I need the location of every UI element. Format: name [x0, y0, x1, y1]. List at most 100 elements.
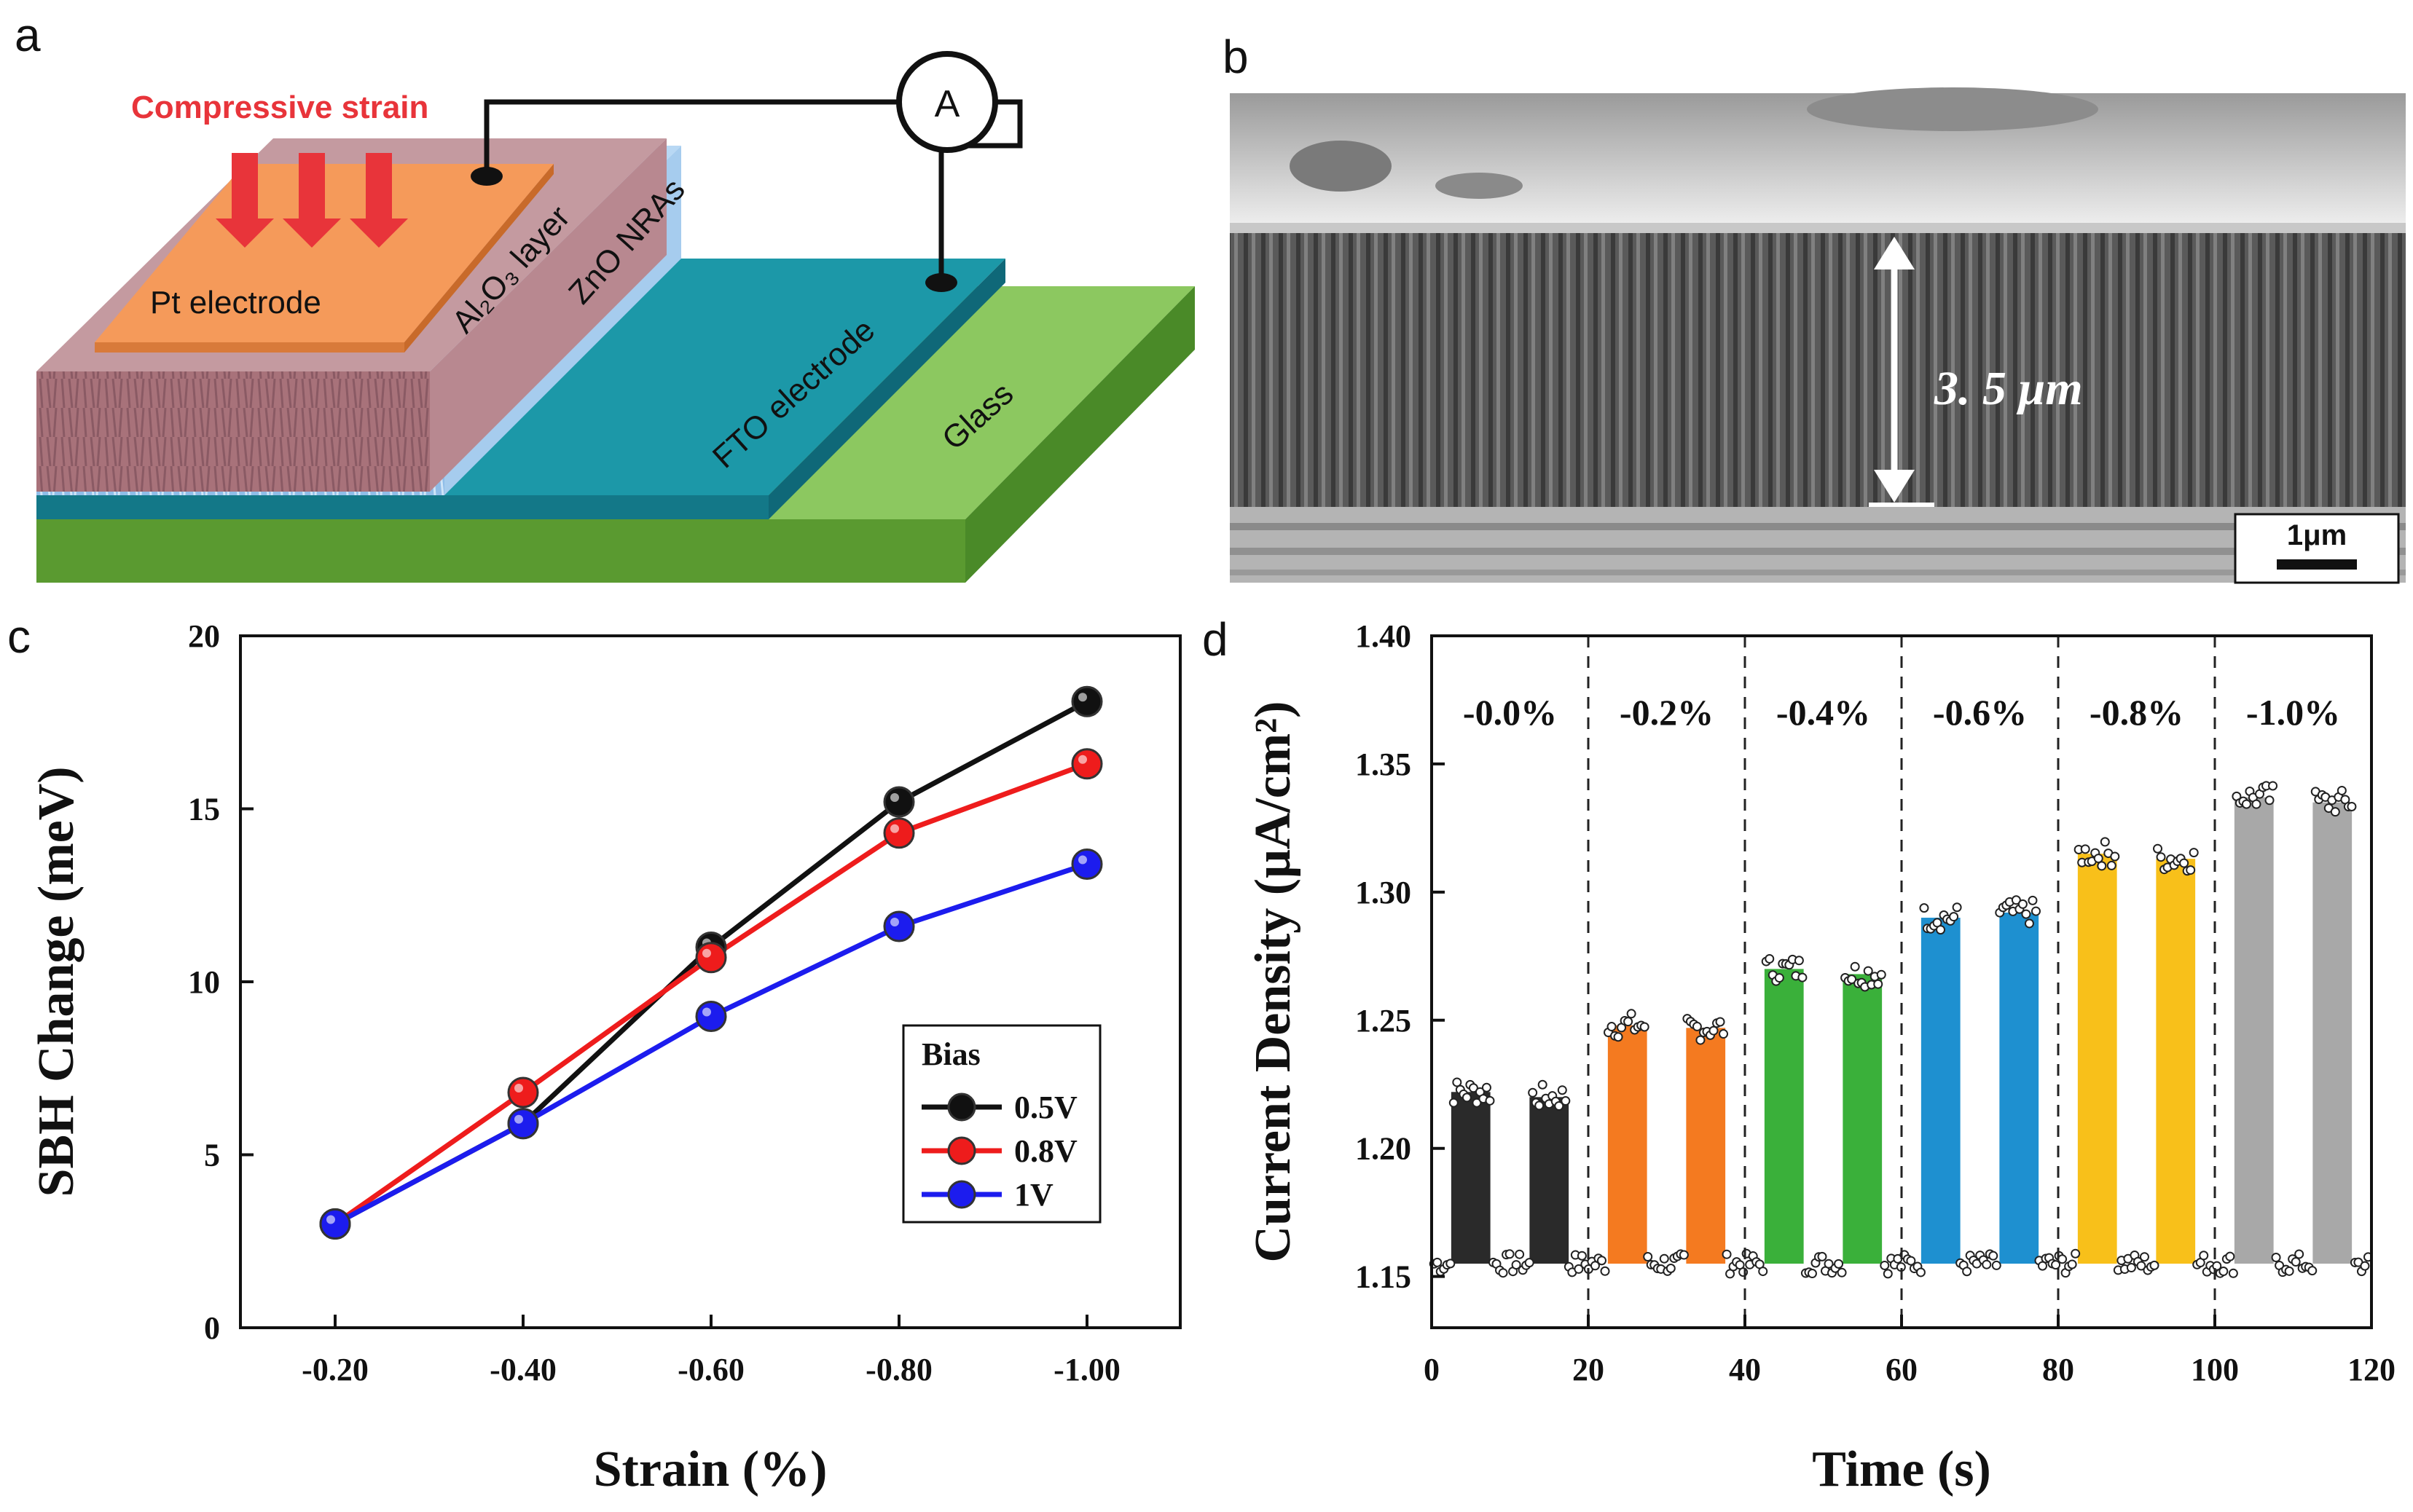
legend-box [902, 1024, 1102, 1224]
current-pulse-bar [1843, 974, 1883, 1264]
data-point-highlight [890, 824, 899, 833]
pt-top [95, 164, 554, 342]
data-point [883, 817, 915, 849]
measurement-point [1991, 1260, 2001, 1270]
x-tick-label: -0.40 [490, 1352, 557, 1387]
measurement-point [2284, 1266, 2294, 1276]
measurement-point [1643, 1252, 1653, 1262]
measurement-point [2097, 861, 2107, 871]
measurement-point [1665, 1264, 1676, 1274]
nanorod-tips [1230, 223, 2406, 233]
y-tick-label: 10 [188, 964, 220, 1000]
substrate-band [1230, 570, 2406, 575]
x-axis-title: Strain (%) [594, 1441, 828, 1497]
panel-c-label: c [7, 610, 31, 663]
y-tick-label: 15 [188, 792, 220, 827]
x-axis-title: Time (s) [1812, 1441, 1991, 1497]
current-pulse-bar [2077, 854, 2117, 1264]
measurement-point [2017, 899, 2028, 909]
measurement-point [1511, 1260, 1521, 1270]
data-point [1071, 748, 1103, 780]
ammeter-icon [896, 51, 998, 153]
measurement-point [2307, 1266, 2318, 1276]
y-tick-label: 0 [204, 1310, 220, 1346]
strain-arrow-icon [350, 153, 408, 248]
legend-marker [947, 1092, 976, 1122]
measurement-point [1481, 1082, 1491, 1092]
measurement-point [1719, 1029, 1729, 1039]
data-point-highlight [514, 1084, 523, 1092]
data-point-highlight [1078, 755, 1087, 764]
measurement-point [1863, 966, 1873, 976]
y-axis-title: Current Density (μA/cm²) [1245, 701, 1301, 1263]
measurement-point [1834, 1259, 1844, 1269]
measurement-point [1988, 1251, 1998, 1261]
data-point-highlight [1078, 855, 1087, 865]
measurement-point [1445, 1259, 1456, 1269]
measurement-point [2186, 865, 2196, 875]
measurement-point [2153, 843, 2163, 854]
current-pulse-bar [1529, 1097, 1569, 1264]
strain-segment-label: -0.0% [1463, 692, 1557, 733]
scale-bar-label: 1μm [2287, 519, 2347, 551]
compressive-strain-label: Compressive strain [131, 90, 428, 125]
legend-marker [947, 1180, 976, 1209]
measurement-point [2051, 1260, 2061, 1270]
data-point-highlight [702, 948, 711, 958]
measurement-point [1561, 1096, 1571, 1106]
measurement-point [1722, 1249, 1732, 1259]
panel-a-label: a [15, 9, 41, 61]
measurement-point [2031, 906, 2041, 916]
data-point-highlight [702, 1007, 711, 1017]
y-tick-label: 1.40 [1355, 618, 1411, 654]
pt-side [404, 164, 554, 353]
data-point-highlight [514, 1114, 523, 1124]
strain-arrow-icon [216, 153, 274, 248]
sem-debris [1807, 87, 2098, 131]
y-tick-label: 20 [188, 618, 220, 654]
panel-b-label: b [1223, 31, 1249, 83]
data-point [507, 1076, 539, 1109]
measurement-point [2067, 1259, 2077, 1269]
measurement-point [1485, 1095, 1495, 1106]
glass-front [36, 519, 965, 583]
measurement-point [1774, 973, 1784, 983]
strain-arrows [216, 153, 408, 248]
scale-bar-box [2234, 513, 2400, 584]
measurement-point [2021, 909, 2031, 919]
measurement-point [1639, 1022, 1649, 1032]
x-tick-label: 120 [2347, 1352, 2396, 1387]
measurement-point [2106, 860, 2116, 870]
segment-dividers [1587, 636, 2216, 1328]
al2o3-side [430, 138, 667, 492]
measurement-point [2156, 852, 2166, 862]
data-point [507, 1108, 539, 1140]
measurement-point [1528, 1087, 1538, 1098]
measurement-point [2264, 795, 2275, 806]
measurement-point [2199, 1251, 2209, 1261]
substrate-band [1230, 523, 2406, 530]
current-pulse-bar [1451, 1092, 1491, 1264]
x-tick-label: -0.80 [866, 1352, 933, 1387]
measurement-point [1758, 1267, 1768, 1277]
x-tick-label: 20 [1572, 1352, 1604, 1387]
y-tick-label: 1.15 [1355, 1259, 1411, 1295]
measurement-point [1537, 1079, 1547, 1090]
sem-debris [1290, 141, 1392, 192]
measurement-point [1915, 1267, 1926, 1277]
measurement-point [1606, 1022, 1617, 1032]
plot-frame [239, 634, 1182, 1329]
measurement-point [2179, 858, 2189, 868]
measurement-point [1919, 903, 1929, 913]
current-pulse-bar [2234, 797, 2274, 1264]
measurement-point [1883, 1269, 1893, 1279]
scale-bar [2277, 559, 2357, 570]
measurement-point [2225, 1251, 2235, 1261]
measurement-point [1952, 902, 1962, 913]
x-tick-label: 60 [1886, 1352, 1918, 1387]
pt-contact-dot [471, 167, 503, 186]
measurement-point [1448, 1098, 1459, 1108]
panel-a-schematic: a [15, 9, 1195, 583]
measurement-point [2126, 1263, 2136, 1273]
current-pulse-bar [1920, 918, 1961, 1264]
